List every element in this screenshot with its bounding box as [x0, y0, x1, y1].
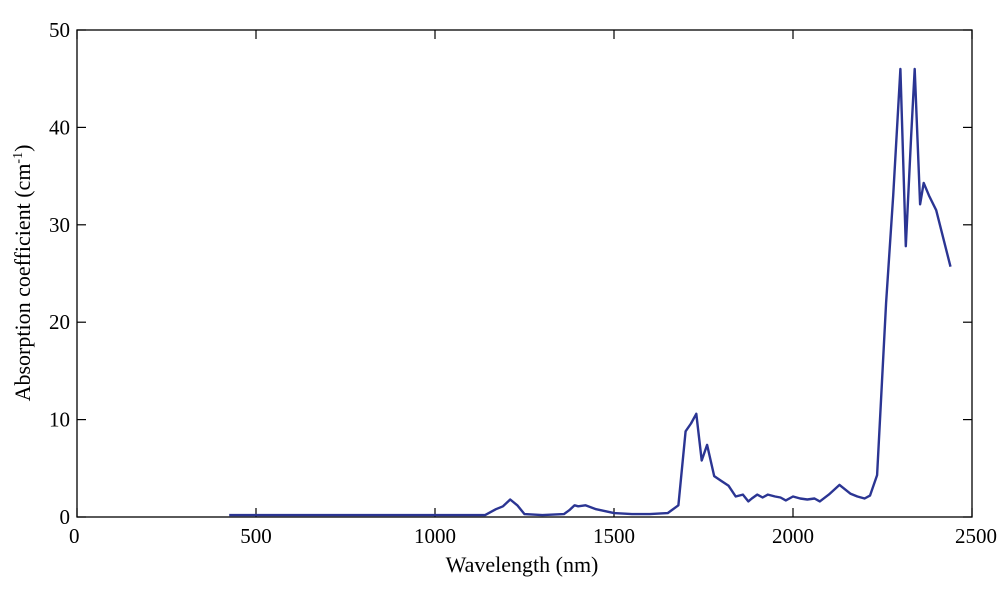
x-tick-label: 1000 [414, 524, 456, 548]
y-tick-label: 50 [49, 18, 70, 42]
y-axis-title-close: ) [10, 145, 35, 152]
y-tick-label: 0 [60, 505, 71, 529]
tick-labels: 0 500 1000 1500 2000 2500 0 10 20 30 40 50 [49, 18, 997, 548]
y-tick-label: 40 [49, 115, 70, 139]
y-axis-title: Absorption coefficient (cm-1) [10, 145, 35, 402]
x-tick-label: 2500 [955, 524, 997, 548]
y-tick-label: 20 [49, 310, 70, 334]
y-tick-label: 10 [49, 408, 70, 432]
x-axis-title: Wavelength (nm) [446, 552, 599, 577]
x-tick-label: 0 [69, 524, 80, 548]
axis-ticks [76, 29, 973, 518]
x-tick-label: 1500 [593, 524, 635, 548]
x-tick-label: 2000 [772, 524, 814, 548]
y-axis-title-main: Absorption coefficient (cm [10, 164, 35, 402]
plot-frame [76, 29, 973, 518]
y-axis-title-superscript: -1 [11, 152, 26, 164]
series-line [229, 67, 952, 517]
y-tick-label: 30 [49, 213, 70, 237]
x-tick-label: 500 [240, 524, 272, 548]
